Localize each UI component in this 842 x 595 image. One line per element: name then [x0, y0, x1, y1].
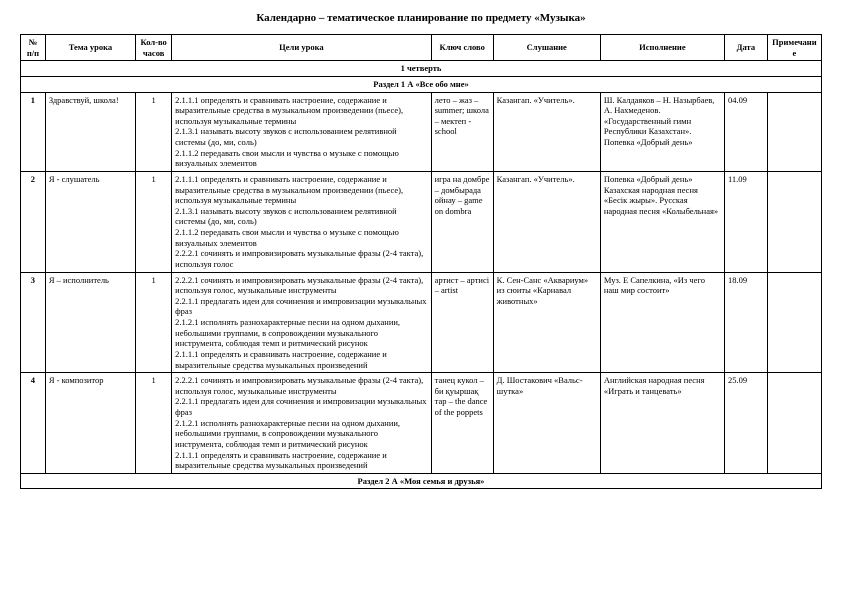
header-topic: Тема урока [45, 35, 135, 61]
cell-listening: Казангап. «Учитель». [493, 171, 600, 272]
cell-topic: Я - композитор [45, 373, 135, 474]
cell-goals: 2.1.1.1 определять и сравнивать настроен… [172, 171, 431, 272]
cell-hours: 1 [136, 272, 172, 373]
cell-performance: Ш. Калдаяков – Н. Назырбаев, А. Нахмеден… [600, 92, 724, 171]
cell-date: 04.09 [724, 92, 767, 171]
cell-date: 18.09 [724, 272, 767, 373]
table-row: 4Я - композитор12.2.2.1 сочинять и импро… [21, 373, 822, 474]
cell-keyword: игра на домбре – домбырада ойнау – game … [431, 171, 493, 272]
cell-date: 25.09 [724, 373, 767, 474]
cell-goals: 2.1.1.1 определять и сравнивать настроен… [172, 92, 431, 171]
cell-note [767, 373, 821, 474]
table-row: 1Здравствуй, школа!12.1.1.1 определять и… [21, 92, 822, 171]
cell-num: 1 [21, 92, 46, 171]
header-goals: Цели урока [172, 35, 431, 61]
table-row: 3Я – исполнитель12.2.2.1 сочинять и импр… [21, 272, 822, 373]
section-cell: Раздел 2 А «Моя семья и друзья» [21, 473, 822, 489]
cell-num: 2 [21, 171, 46, 272]
header-performance: Исполнение [600, 35, 724, 61]
table-body: 1 четвертьРаздел 1 А «Все обо мне»1Здрав… [21, 61, 822, 489]
section-cell: 1 четверть [21, 61, 822, 77]
cell-num: 3 [21, 272, 46, 373]
cell-topic: Я - слушатель [45, 171, 135, 272]
cell-keyword: танец кукол –би қуыршақ тар – the dance … [431, 373, 493, 474]
cell-hours: 1 [136, 92, 172, 171]
section-row: Раздел 1 А «Все обо мне» [21, 76, 822, 92]
cell-performance: Английская народная песня «Играть и танц… [600, 373, 724, 474]
cell-hours: 1 [136, 171, 172, 272]
cell-listening: Д. Шостакович «Вальс-шутка» [493, 373, 600, 474]
cell-performance: Муз. Е Сапелкина, «Из чего наш мир состо… [600, 272, 724, 373]
cell-note [767, 272, 821, 373]
cell-num: 4 [21, 373, 46, 474]
cell-hours: 1 [136, 373, 172, 474]
section-row: Раздел 2 А «Моя семья и друзья» [21, 473, 822, 489]
page-title: Календарно – тематическое планирование п… [20, 12, 822, 24]
cell-topic: Я – исполнитель [45, 272, 135, 373]
cell-goals: 2.2.2.1 сочинять и импровизировать музык… [172, 373, 431, 474]
header-row: № п/п Тема урока Кол-во часов Цели урока… [21, 35, 822, 61]
cell-listening: Казангап. «Учитель». [493, 92, 600, 171]
header-note: Примечание [767, 35, 821, 61]
section-cell: Раздел 1 А «Все обо мне» [21, 76, 822, 92]
header-date: Дата [724, 35, 767, 61]
cell-listening: К. Сен-Санс «Аквариум» из сюиты «Карнава… [493, 272, 600, 373]
cell-topic: Здравствуй, школа! [45, 92, 135, 171]
header-keyword: Ключ слово [431, 35, 493, 61]
cell-keyword: лето – жаз – summer; школа – мектеп - sc… [431, 92, 493, 171]
cell-goals: 2.2.2.1 сочинять и импровизировать музык… [172, 272, 431, 373]
cell-performance: Попевка «Добрый день» Казахская народная… [600, 171, 724, 272]
cell-date: 11.09 [724, 171, 767, 272]
table-row: 2Я - слушатель12.1.1.1 определять и срав… [21, 171, 822, 272]
header-hours: Кол-во часов [136, 35, 172, 61]
plan-table: № п/п Тема урока Кол-во часов Цели урока… [20, 34, 822, 489]
header-num: № п/п [21, 35, 46, 61]
cell-note [767, 92, 821, 171]
header-listening: Слушание [493, 35, 600, 61]
cell-note [767, 171, 821, 272]
section-row: 1 четверть [21, 61, 822, 77]
cell-keyword: артист – артисі – artist [431, 272, 493, 373]
